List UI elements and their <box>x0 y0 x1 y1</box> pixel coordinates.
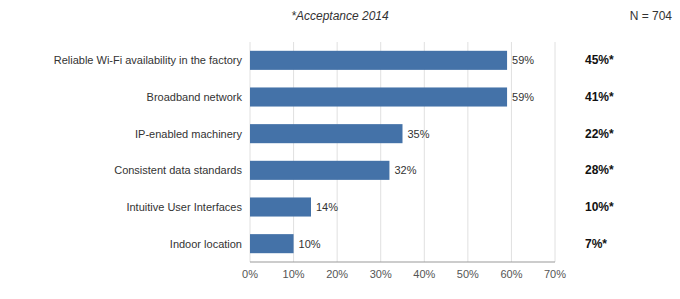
data-label: 10% <box>299 238 321 250</box>
x-tick-label: 70% <box>544 268 566 280</box>
data-label: 59% <box>512 54 534 66</box>
bar <box>250 51 507 70</box>
category-label: Indoor location <box>170 238 242 250</box>
data-label: 14% <box>316 201 338 213</box>
side-annotation: 7%* <box>585 237 607 251</box>
side-annotation: 45%* <box>585 53 614 67</box>
x-tick-label: 20% <box>326 268 348 280</box>
bar <box>250 234 294 253</box>
grid-line <box>511 42 512 262</box>
side-annotation: 28%* <box>585 163 614 177</box>
chart-container: 0% 10% 20% 30% 40% 50% 60% 70% 10% 14% 32% 35% 59% 59… <box>0 0 680 299</box>
category-label: Broadband network <box>147 91 243 103</box>
grid-line <box>555 42 556 262</box>
grid-line <box>250 42 251 262</box>
data-label: 32% <box>394 164 416 176</box>
x-tick-label: 60% <box>500 268 522 280</box>
data-label: 35% <box>408 128 430 140</box>
x-tick-label: 30% <box>370 268 392 280</box>
chart-svg: 0% 10% 20% 30% 40% 50% 60% 70% 10% 14% 32% 35% 59% 59… <box>0 0 680 299</box>
grid-line <box>467 42 468 262</box>
bar <box>250 161 389 180</box>
grid-line <box>293 42 294 262</box>
category-label: Reliable Wi-Fi availability in the facto… <box>54 54 243 66</box>
subtitle: *Acceptance 2014 <box>291 9 389 23</box>
x-tick-label: 10% <box>283 268 305 280</box>
side-annotation: 10%* <box>585 200 614 214</box>
side-annotation: 22%* <box>585 127 614 141</box>
x-tick-label: 40% <box>413 268 435 280</box>
category-label: Consistent data standards <box>114 164 242 176</box>
grid-line <box>424 42 425 262</box>
category-label: Intuitive User Interfaces <box>126 201 242 213</box>
side-annotation: 41%* <box>585 90 614 104</box>
grid <box>250 42 555 262</box>
bars <box>250 51 507 253</box>
data-label: 59% <box>512 91 534 103</box>
category-label: IP-enabled machinery <box>135 128 243 140</box>
x-axis-line <box>250 262 555 263</box>
grid-line <box>337 42 338 262</box>
bar <box>250 197 311 216</box>
annotation: N = 704 <box>630 9 673 23</box>
bar <box>250 87 507 106</box>
x-tick-label: 50% <box>457 268 479 280</box>
x-tick-label: 0% <box>242 268 258 280</box>
bar <box>250 124 403 143</box>
grid-line <box>380 42 381 262</box>
